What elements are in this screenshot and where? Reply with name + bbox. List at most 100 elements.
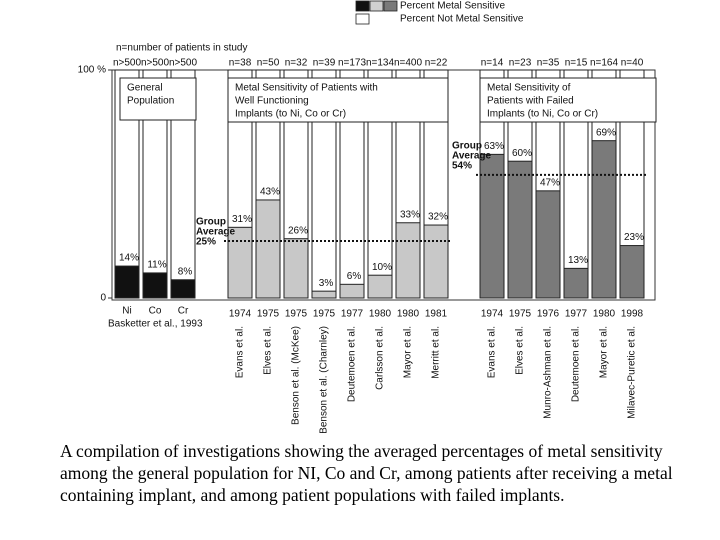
bar (227, 226, 253, 299)
value-label: 13% (568, 255, 588, 266)
group-title: Population (127, 96, 174, 107)
year-label: 1976 (537, 309, 560, 320)
category-label: Cr (178, 306, 189, 317)
year-label: 1980 (369, 309, 392, 320)
n-label: n>500 (141, 58, 170, 69)
n-label: n>500 (169, 58, 198, 69)
n-label: n=35 (537, 58, 560, 69)
bar (395, 222, 421, 299)
value-label: 14% (119, 253, 139, 264)
group-average-title: Group (452, 141, 482, 152)
year-label: 1980 (397, 309, 420, 320)
author-label: Elves et al. (263, 326, 274, 375)
year-label: 1980 (593, 309, 616, 320)
bar (423, 224, 449, 299)
group-average-title: Average (196, 227, 236, 238)
group-average-title: Average (452, 151, 492, 162)
group-average-label: 25% (196, 237, 216, 248)
year-label: 1977 (565, 309, 588, 320)
year-label: 1975 (257, 309, 280, 320)
legend-swatch (383, 0, 398, 12)
n-label: n=173 (338, 58, 367, 69)
bar (507, 160, 533, 299)
bar (367, 274, 393, 299)
source-label: Basketter et al., 1993 (108, 319, 203, 330)
category-label: Ni (122, 306, 131, 317)
group-title-box (119, 77, 197, 121)
author-label: Mayor et al. (403, 326, 414, 378)
legend-swatch (355, 13, 370, 25)
group-title: Implants (to Ni, Co or Cr) (487, 109, 598, 120)
y-tick-label: 100 % (78, 65, 106, 76)
value-label: 63% (484, 141, 504, 152)
group-title-box (227, 77, 449, 123)
author-label: Merritt et al. (431, 326, 442, 379)
bar (170, 279, 196, 299)
author-label: Evans et al. (487, 326, 498, 378)
bar (142, 272, 168, 299)
value-label: 33% (400, 209, 420, 220)
group-average-label: 54% (452, 161, 472, 172)
value-label: 60% (512, 148, 532, 159)
n-label: n=22 (425, 58, 448, 69)
bar (535, 190, 561, 299)
legend-swatch (369, 0, 384, 12)
n-label: n=134 (366, 58, 395, 69)
n-label: n=32 (285, 58, 308, 69)
n-label: n=400 (394, 58, 423, 69)
bar (255, 199, 281, 299)
author-label: Deutemoen et al. (347, 326, 358, 402)
n-label: n=23 (509, 58, 532, 69)
n-label: n=164 (590, 58, 619, 69)
n-label: n=14 (481, 58, 504, 69)
author-label: Carlsson et al. (375, 326, 386, 390)
bar (339, 283, 365, 299)
author-label: Milavec-Puretic et al. (627, 326, 638, 419)
legend-label: Percent Not Metal Sensitive (400, 14, 524, 25)
bar (591, 140, 617, 299)
value-label: 8% (178, 266, 193, 277)
value-label: 47% (540, 177, 560, 188)
bar (563, 267, 589, 299)
n-label: n=39 (313, 58, 336, 69)
author-label: Benson et al. (Charnley) (319, 326, 330, 434)
chart: n=number of patients in study Percent Me… (78, 0, 657, 434)
y-tick-label: 0 (100, 293, 106, 304)
bar (479, 153, 505, 299)
bar (114, 265, 140, 299)
year-label: 1974 (229, 309, 252, 320)
value-label: 69% (596, 127, 616, 138)
category-label: Co (149, 306, 162, 317)
group-title: Implants (to Ni, Co or Cr) (235, 109, 346, 120)
value-label: 3% (319, 278, 334, 289)
author-label: Munro-Ashman et al. (543, 326, 554, 419)
author-label: Deutemoen et al. (571, 326, 582, 402)
group-title: Metal Sensitivity of Patients with (235, 83, 378, 94)
n-label: n=50 (257, 58, 280, 69)
year-label: 1981 (425, 309, 448, 320)
value-label: 26% (288, 225, 308, 236)
bar (283, 238, 309, 299)
legend-label: Percent Metal Sensitive (400, 1, 505, 12)
year-label: 1998 (621, 309, 644, 320)
group-title: Patients with Failed (487, 96, 574, 107)
value-label: 43% (260, 187, 280, 198)
legend-swatch (355, 0, 370, 12)
value-label: 10% (372, 262, 392, 273)
value-label: 32% (428, 212, 448, 223)
value-label: 6% (347, 271, 362, 282)
bar (619, 245, 645, 299)
value-label: 31% (232, 214, 252, 225)
author-label: Mayor et al. (599, 326, 610, 378)
author-label: Benson et al. (McKee) (291, 326, 302, 425)
caption: A compilation of investigations showing … (60, 441, 673, 505)
year-label: 1975 (285, 309, 308, 320)
bar (311, 290, 337, 299)
note: n=number of patients in study (116, 43, 247, 54)
value-label: 11% (147, 260, 166, 271)
group-title: Well Functioning (235, 96, 309, 107)
year-label: 1977 (341, 309, 364, 320)
group-title: Metal Sensitivity of (487, 83, 571, 94)
n-label: n=40 (621, 58, 644, 69)
